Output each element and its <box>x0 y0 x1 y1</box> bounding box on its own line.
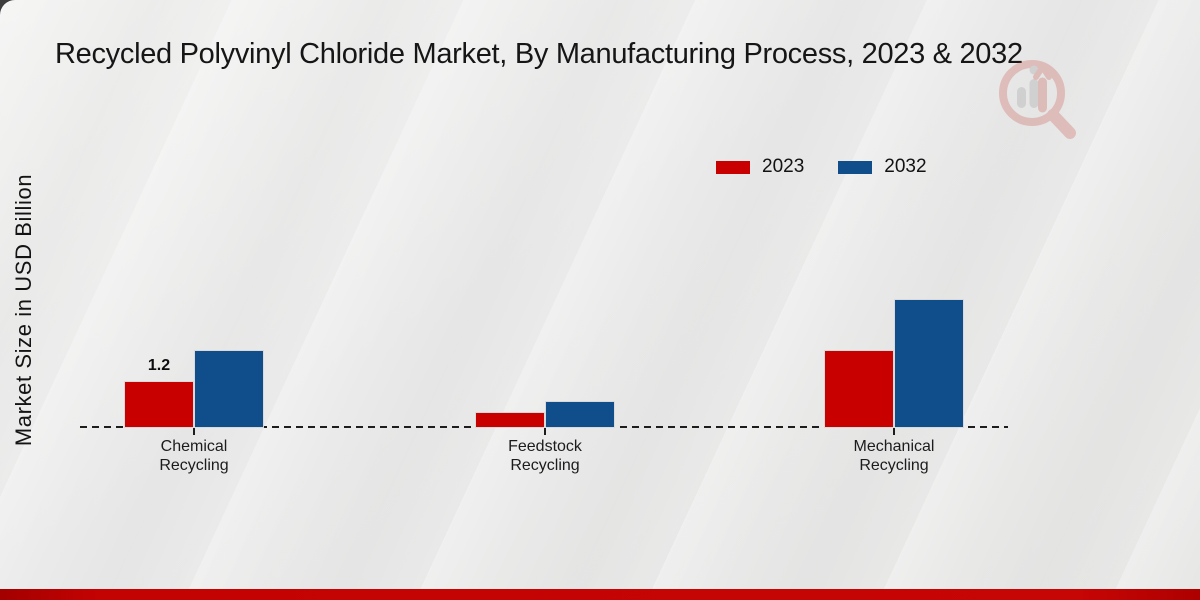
logo-bar-short <box>1017 87 1026 108</box>
legend-item-2023: 2023 <box>716 156 804 178</box>
chart-title: Recycled Polyvinyl Chloride Market, By M… <box>55 38 1023 70</box>
bar-2032-feedstock-recycling <box>545 401 615 428</box>
legend-swatch <box>716 160 750 174</box>
x-axis-tick <box>193 428 195 435</box>
x-axis-tick <box>544 428 546 435</box>
magnifier-ring <box>999 60 1065 126</box>
x-axis-tick <box>893 428 895 435</box>
logo-bar-tall <box>1029 79 1039 108</box>
bar-2023-feedstock-recycling <box>475 412 545 428</box>
bar-2023-chemical-recycling <box>124 381 194 428</box>
footer-accent-bar <box>0 589 1200 600</box>
logo-arrow-head <box>1033 64 1052 80</box>
legend: 2023 2032 <box>716 156 927 178</box>
x-axis-category-label: Chemical Recycling <box>159 438 229 474</box>
legend-label: 2032 <box>884 156 927 177</box>
magnifier-chart-logo-icon <box>999 60 1076 139</box>
bar-value-label: 1.2 <box>147 357 171 374</box>
legend-item-2032: 2032 <box>838 156 927 178</box>
magnifier-handle <box>1047 109 1076 139</box>
bar-2023-mechanical-recycling <box>824 350 894 428</box>
bar-2032-mechanical-recycling <box>894 299 964 428</box>
x-axis-category-label: Mechanical Recycling <box>853 438 935 474</box>
x-axis-category-label: Feedstock Recycling <box>508 438 582 474</box>
legend-swatch <box>838 160 873 174</box>
logo-dot <box>1029 65 1039 75</box>
bar-2032-chemical-recycling <box>194 350 264 428</box>
legend-label: 2023 <box>762 156 805 177</box>
